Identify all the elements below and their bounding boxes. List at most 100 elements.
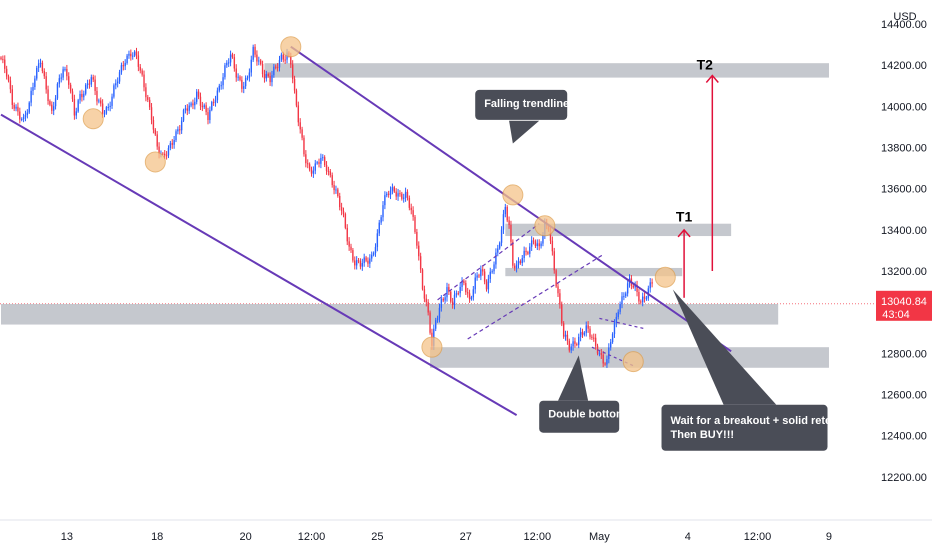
candle	[100, 97, 102, 107]
candle	[52, 101, 55, 116]
candle-body	[152, 120, 155, 130]
candle-body	[386, 193, 388, 196]
candle-body	[506, 206, 508, 221]
touch-point-circle	[82, 108, 104, 130]
candle-body	[491, 271, 493, 273]
x-tick-label: 27	[460, 531, 472, 543]
candle	[453, 290, 456, 310]
x-tick-label: 12:00	[744, 531, 772, 543]
touch-point-circle	[144, 151, 166, 173]
y-tick-label: 13600.00	[881, 184, 927, 196]
candle-body	[303, 137, 305, 155]
candle-body	[372, 253, 375, 255]
candle	[273, 63, 275, 78]
rising-channel-lower	[467, 254, 604, 340]
candle	[602, 351, 604, 368]
candle	[258, 56, 260, 66]
candle	[579, 327, 582, 342]
candle-body	[337, 189, 339, 197]
candle-body	[391, 187, 394, 191]
arrow-head	[677, 228, 691, 238]
candle-body	[111, 96, 113, 106]
x-tick-label: 18	[151, 531, 163, 543]
candle-body	[69, 84, 72, 92]
candle-body	[623, 296, 625, 298]
candle	[34, 75, 36, 90]
candle	[419, 252, 422, 273]
callout-text: Falling trendline	[484, 98, 569, 110]
candle-body	[559, 293, 561, 305]
candle	[387, 190, 390, 198]
candle-body	[579, 331, 582, 337]
candle	[54, 95, 57, 110]
candle	[280, 52, 283, 62]
candle	[463, 279, 465, 286]
candle	[17, 102, 19, 116]
candle-body	[184, 108, 187, 111]
candle	[115, 79, 117, 90]
candle	[538, 239, 540, 251]
candle	[252, 44, 254, 62]
y-tick-label: 12400.00	[881, 431, 927, 443]
candle-body	[591, 336, 593, 338]
candle	[495, 248, 497, 269]
candle-body	[147, 97, 149, 100]
candle	[354, 256, 356, 270]
candle	[284, 55, 286, 64]
callout-pointer	[509, 120, 540, 144]
candle-body	[241, 79, 243, 89]
candle-body	[305, 154, 307, 164]
candle-body	[361, 263, 364, 267]
candle-body	[32, 86, 34, 91]
annotations: T1 T2 Falling trendline Double bottom Wait f…	[82, 36, 841, 451]
candle-body	[60, 77, 62, 79]
candle-body	[453, 294, 456, 306]
candle-body	[246, 77, 249, 79]
candle	[237, 73, 239, 81]
candle	[30, 87, 32, 107]
candle-body	[438, 307, 441, 319]
candle	[421, 268, 424, 291]
candle-body	[504, 206, 507, 215]
candle-body	[568, 340, 571, 351]
candle	[506, 205, 508, 223]
candle-body	[271, 75, 273, 83]
candle-body	[472, 289, 475, 298]
falling-trendline-lower	[0, 113, 518, 416]
candle-body	[408, 198, 411, 208]
callout-pointer	[558, 355, 589, 401]
candle	[177, 126, 179, 135]
candle-body	[235, 68, 237, 78]
candle	[179, 124, 181, 135]
candle-body	[450, 291, 452, 302]
candle-body	[542, 234, 544, 244]
candle-body	[557, 286, 559, 294]
candle	[384, 191, 386, 210]
candle-body	[636, 285, 638, 293]
candle	[514, 263, 516, 271]
target-t2-arrow	[705, 74, 719, 272]
candle	[382, 201, 384, 222]
candle	[532, 237, 535, 245]
price-axis[interactable]	[876, 0, 932, 520]
touch-point-circle	[421, 336, 443, 358]
last-price-tag[interactable]: 13040.84 43:04	[876, 290, 932, 321]
candle-body	[205, 105, 207, 113]
candle	[457, 291, 459, 296]
candle	[444, 294, 446, 304]
time-axis[interactable]	[0, 521, 876, 550]
candle	[107, 103, 109, 111]
candle-body	[259, 60, 262, 64]
candle-body	[553, 251, 555, 271]
candle-body	[171, 143, 173, 145]
candle	[147, 94, 149, 103]
candle	[103, 110, 106, 118]
candle-body	[291, 64, 294, 79]
candle-body	[308, 164, 311, 170]
candle	[525, 247, 527, 256]
candle-body	[139, 66, 141, 71]
candle-body	[130, 53, 132, 57]
touch-point-circle	[654, 266, 676, 288]
candle-body	[459, 286, 461, 294]
